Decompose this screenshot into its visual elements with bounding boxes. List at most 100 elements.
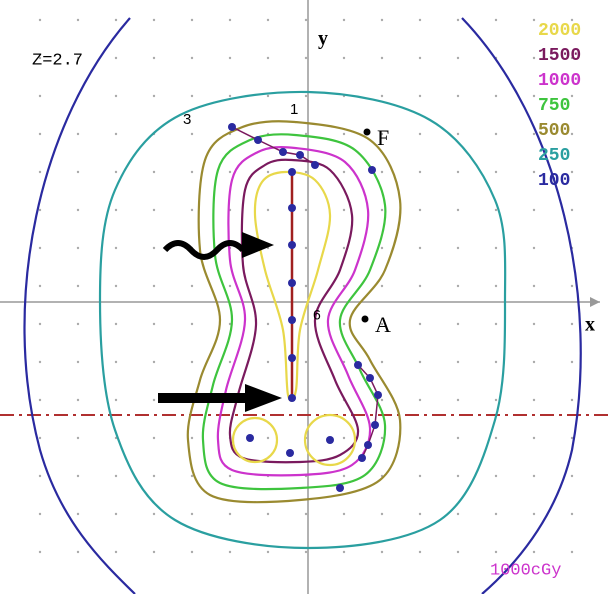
grid-dot [380, 322, 384, 326]
grid-dot [456, 322, 460, 326]
grid-dot [304, 398, 308, 402]
grid-dot [532, 474, 536, 478]
source-dot [246, 434, 254, 442]
grid-dot [190, 474, 194, 478]
y-axis-label: y [318, 28, 328, 50]
grid-dot [532, 284, 536, 288]
grid-dot [76, 322, 80, 326]
grid-dot [380, 208, 384, 212]
grid-dot [342, 512, 346, 516]
grid-dot [190, 360, 194, 364]
grid-dot [114, 208, 118, 212]
grid-dot [456, 246, 460, 250]
grid-dot [456, 18, 460, 22]
grid-dot [532, 246, 536, 250]
grid-dot [456, 436, 460, 440]
source-dot [364, 441, 372, 449]
z-label: Z=2.7 [32, 51, 83, 70]
grid-dot [342, 132, 346, 136]
point-dot [363, 128, 371, 136]
grid-dot [418, 436, 422, 440]
x-axis-label: x [585, 314, 595, 336]
legend-entry: 250 [538, 146, 570, 166]
grid-dot [570, 284, 574, 288]
point-label: 6 [313, 307, 321, 323]
source-dot [366, 374, 374, 382]
grid-dot [532, 512, 536, 516]
grid-dot [380, 436, 384, 440]
grid-dot [456, 170, 460, 174]
grid-dot [494, 512, 498, 516]
grid-dot [114, 246, 118, 250]
grid-dot [76, 474, 80, 478]
grid-dot [532, 398, 536, 402]
point-label: F [377, 125, 389, 150]
source-dot [288, 394, 296, 402]
grid-dot [342, 322, 346, 326]
grid-dot [152, 284, 156, 288]
grid-dot [190, 94, 194, 98]
isodose-curve [98, 90, 507, 550]
grid-dot [76, 398, 80, 402]
grid-dot [114, 474, 118, 478]
grid-dot [532, 208, 536, 212]
grid-dot [190, 208, 194, 212]
grid-dot [456, 550, 460, 554]
grid-dot [532, 436, 536, 440]
grid-dot [418, 56, 422, 60]
grid-dot [304, 132, 308, 136]
source-dot [326, 436, 334, 444]
grid-dot [152, 322, 156, 326]
grid-dot [494, 18, 498, 22]
legend-entry: 500 [538, 121, 570, 141]
grid-dot [38, 284, 42, 288]
grid-dot [532, 550, 536, 554]
grid-dot [342, 56, 346, 60]
legend-entry: 100 [538, 171, 570, 191]
grid-dot [304, 170, 308, 174]
source-dot [288, 279, 296, 287]
grid-dot [190, 284, 194, 288]
grid-dot [418, 246, 422, 250]
grid-dot [38, 94, 42, 98]
grid-dot [152, 360, 156, 364]
grid-dot [76, 246, 80, 250]
grid-dot [532, 360, 536, 364]
grid-dot [266, 436, 270, 440]
grid-dot [380, 132, 384, 136]
grid-dot [114, 56, 118, 60]
grid-dot [304, 512, 308, 516]
grid-dot [76, 18, 80, 22]
grid-dot [494, 132, 498, 136]
source-dot [288, 354, 296, 362]
grid-dot [418, 94, 422, 98]
source-dot [288, 204, 296, 212]
grid-dot [418, 208, 422, 212]
grid-dot [342, 550, 346, 554]
grid-dot [570, 56, 574, 60]
source-dot [374, 391, 382, 399]
point-label: 1 [290, 101, 298, 118]
isodose-curve [186, 120, 402, 504]
legend: 2000 1500 1000 750 500 250 100 [538, 21, 581, 191]
grid-dot [304, 246, 308, 250]
grid-dot [456, 94, 460, 98]
grid-dot [114, 170, 118, 174]
arrow [158, 393, 250, 403]
grid-dot [304, 208, 308, 212]
isodose-curve [228, 158, 360, 464]
point-label: A [375, 312, 391, 337]
grid-dot [266, 18, 270, 22]
grid-dot [456, 474, 460, 478]
grid-dot [532, 322, 536, 326]
grid-dot [114, 550, 118, 554]
grid-dot [228, 550, 232, 554]
grid-dot [266, 208, 270, 212]
grid-dot [304, 322, 308, 326]
grid-dot [418, 550, 422, 554]
grid-dot [38, 56, 42, 60]
grid-dot [152, 436, 156, 440]
grid-dot [114, 322, 118, 326]
grid-dot [494, 208, 498, 212]
grid-dot [38, 132, 42, 136]
